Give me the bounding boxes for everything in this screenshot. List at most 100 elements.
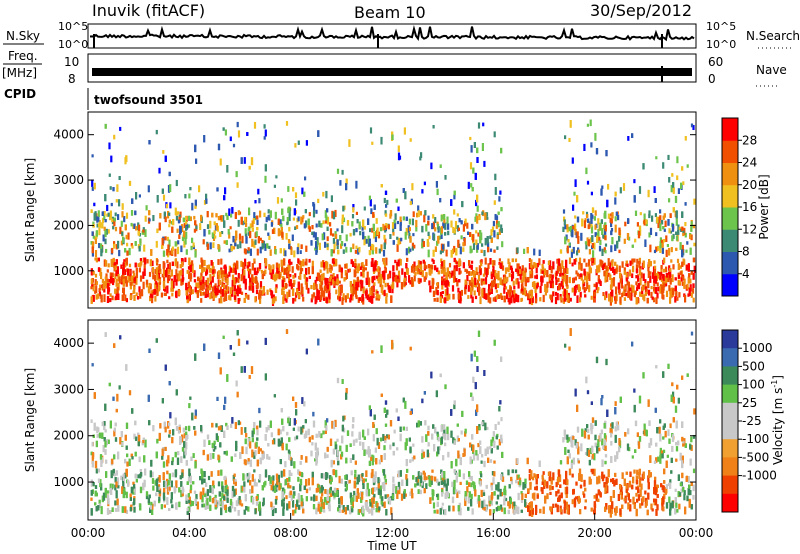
echo-cell [486, 236, 489, 244]
echo-cell [598, 279, 601, 285]
echo-cell [658, 216, 661, 224]
echo-cell [248, 207, 251, 216]
echo-cell [281, 231, 284, 238]
echo-cell [503, 283, 506, 288]
echo-cell [105, 273, 108, 280]
echo-cell [439, 164, 442, 168]
echo-cell [374, 264, 377, 271]
echo-cell [677, 230, 680, 235]
echo-cell [135, 192, 138, 200]
echo-cell [594, 132, 597, 141]
echo-cell [527, 277, 530, 282]
echo-cell [678, 274, 681, 279]
echo-cell [530, 267, 533, 272]
echo-cell [529, 290, 532, 294]
echo-cell [254, 239, 257, 245]
echo-cell [388, 286, 392, 293]
echo-cell [175, 179, 178, 187]
echo-cell [627, 281, 630, 289]
echo-cell [688, 288, 691, 296]
echo-cell [209, 284, 212, 291]
echo-cell [350, 286, 353, 294]
echo-cell [659, 286, 662, 294]
echo-cell [93, 202, 96, 207]
echo-cell [561, 275, 564, 280]
echo-cell [693, 265, 696, 273]
echo-cell [470, 282, 473, 288]
echo-cell [269, 265, 272, 273]
echo-cell [606, 274, 609, 282]
echo-cell [501, 241, 504, 248]
echo-cell [255, 271, 258, 276]
echo-cell [178, 234, 181, 239]
echo-cell [636, 222, 639, 227]
echo-cell [199, 291, 202, 296]
echo-cell [92, 270, 95, 275]
echo-cell [568, 243, 571, 246]
echo-cell [225, 212, 228, 217]
echo-cell [273, 184, 276, 188]
echo-cell [311, 225, 314, 230]
echo-cell [253, 212, 256, 220]
echo-cell [239, 288, 242, 294]
echo-cell [331, 258, 335, 264]
echo-cell [184, 194, 187, 199]
echo-cell [221, 274, 224, 282]
echo-cell [167, 268, 170, 275]
echo-cell [366, 271, 369, 279]
echo-cell [430, 162, 433, 170]
echo-cell [343, 243, 347, 247]
echo-cell [94, 236, 97, 244]
echo-cell [568, 226, 571, 232]
echo-cell [264, 175, 267, 183]
echo-cell [102, 281, 106, 290]
echo-cell [152, 274, 155, 280]
echo-cell [680, 228, 683, 232]
echo-cell [264, 164, 267, 172]
echo-cell [232, 246, 236, 250]
echo-cell [497, 270, 500, 276]
echo-cell [555, 279, 558, 285]
echo-cell [649, 271, 652, 275]
echo-cell [665, 266, 668, 272]
echo-cell [107, 212, 110, 217]
echo-cell [484, 267, 487, 275]
echo-cell [635, 264, 638, 273]
echo-cell [240, 291, 244, 295]
echo-cell [168, 262, 171, 270]
echo-cell [507, 297, 510, 303]
echo-cell [462, 224, 465, 232]
echo-cell [247, 247, 250, 251]
echo-cell [253, 122, 257, 129]
echo-cell [651, 215, 654, 222]
echo-cell [255, 289, 259, 295]
echo-cell [530, 259, 533, 267]
echo-cell [456, 213, 459, 217]
echo-cell [362, 231, 365, 240]
echo-cell [531, 265, 535, 269]
echo-cell [115, 199, 118, 203]
echo-cell [362, 286, 365, 294]
echo-cell [245, 222, 248, 228]
echo-cell [288, 240, 291, 246]
echo-cell [689, 278, 692, 284]
echo-cell [460, 289, 463, 296]
echo-cell [672, 207, 675, 213]
echo-cell [181, 268, 184, 277]
echo-cell [683, 282, 686, 289]
echo-cell [307, 287, 310, 294]
echo-cell [142, 281, 145, 290]
echo-cell [217, 270, 221, 275]
echo-cell [115, 244, 118, 250]
echo-cell [633, 195, 636, 203]
echo-cell [395, 274, 398, 283]
echo-cell [116, 266, 119, 274]
echo-cell [321, 233, 324, 241]
echo-cell [194, 286, 197, 293]
echo-cell [661, 247, 664, 254]
echo-cell [368, 297, 371, 302]
echo-cell [605, 150, 608, 157]
echo-cell [592, 250, 595, 258]
echo-cell [573, 292, 576, 296]
echo-cell [650, 286, 653, 290]
